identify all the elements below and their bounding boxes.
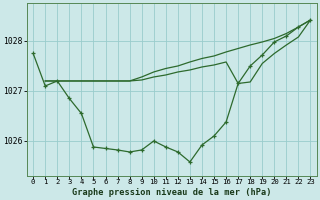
X-axis label: Graphe pression niveau de la mer (hPa): Graphe pression niveau de la mer (hPa): [72, 188, 272, 197]
